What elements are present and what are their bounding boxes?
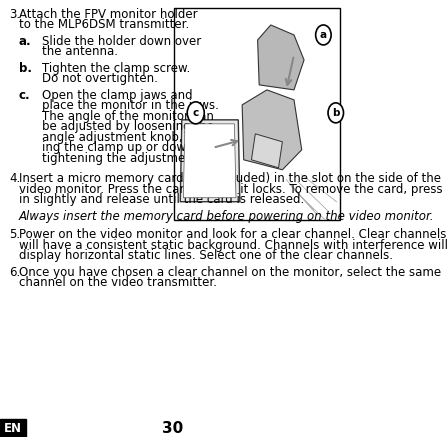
Text: Do not overtighten.: Do not overtighten.	[42, 72, 158, 85]
Text: Once you have chosen a clear channel on the monitor, select the same: Once you have chosen a clear channel on …	[19, 266, 441, 279]
Text: Always insert the memory card before powering on the video monitor.: Always insert the memory card before pow…	[19, 210, 434, 223]
Text: to the MLP6DSM transmitter.: to the MLP6DSM transmitter.	[19, 18, 189, 32]
Text: Tighten the clamp screw.: Tighten the clamp screw.	[42, 62, 190, 75]
Polygon shape	[180, 120, 240, 202]
Polygon shape	[242, 90, 302, 170]
Text: Slide the holder down over: Slide the holder down over	[42, 35, 201, 48]
Text: ing the clamp up or down and: ing the clamp up or down and	[42, 141, 219, 154]
Text: 5.: 5.	[9, 228, 21, 241]
Text: angle adjustment knob, rotat-: angle adjustment knob, rotat-	[42, 131, 219, 144]
Text: place the monitor in the jaws.: place the monitor in the jaws.	[42, 99, 219, 113]
Polygon shape	[252, 134, 283, 168]
Text: 4.: 4.	[9, 172, 21, 185]
Bar	[174, 8, 341, 220]
Text: Power on the video monitor and look for a clear channel. Clear channels: Power on the video monitor and look for …	[19, 228, 446, 241]
Text: Insert a micro memory card (not included) in the slot on the side of the: Insert a micro memory card (not included…	[19, 172, 441, 185]
Text: EN: EN	[4, 422, 22, 435]
Text: c: c	[193, 108, 199, 118]
Circle shape	[187, 102, 204, 124]
Text: tightening the adjustment knob.: tightening the adjustment knob.	[42, 152, 234, 165]
Text: b.: b.	[19, 62, 32, 75]
Text: video monitor. Press the card in until it locks. To remove the card, press: video monitor. Press the card in until i…	[19, 183, 442, 196]
Text: b: b	[332, 108, 340, 118]
Text: Attach the FPV monitor holder: Attach the FPV monitor holder	[19, 8, 197, 21]
Circle shape	[328, 103, 343, 123]
Text: 3.: 3.	[9, 8, 21, 21]
Polygon shape	[183, 124, 236, 198]
Text: in slightly and release until the card is released.: in slightly and release until the card i…	[19, 193, 304, 206]
Circle shape	[316, 25, 331, 45]
Text: display horizontal static lines. Select one of the clear channels.: display horizontal static lines. Select …	[19, 249, 392, 262]
Text: 6.: 6.	[9, 266, 21, 279]
Text: Open the clamp jaws and: Open the clamp jaws and	[42, 89, 192, 102]
Text: a.: a.	[19, 35, 31, 48]
Text: 30: 30	[162, 421, 183, 436]
Text: channel on the video transmitter.: channel on the video transmitter.	[19, 276, 216, 289]
Text: the antenna.: the antenna.	[42, 46, 118, 58]
Text: be adjusted by loosening the: be adjusted by loosening the	[42, 120, 214, 133]
Text: c.: c.	[19, 89, 30, 102]
Text: The angle of the monitor can: The angle of the monitor can	[42, 110, 214, 123]
Bar	[0, 420, 26, 438]
Polygon shape	[257, 25, 304, 90]
Text: will have a consistent static background. Channels with interference will: will have a consistent static background…	[19, 239, 447, 252]
Text: a: a	[320, 30, 327, 40]
